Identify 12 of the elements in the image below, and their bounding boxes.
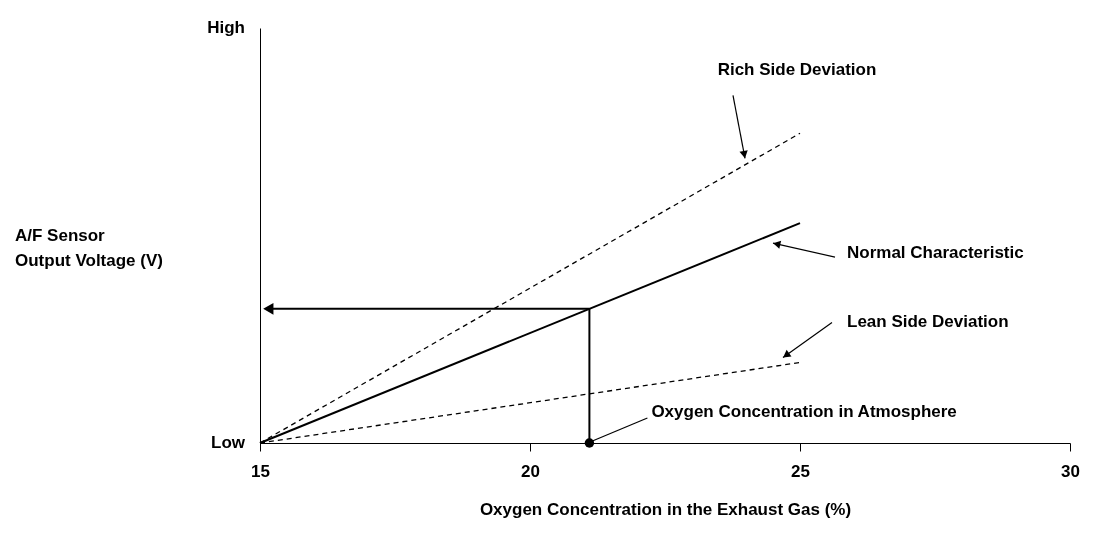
legend-label: Normal Characteristic	[847, 243, 1024, 263]
annotation: Oxygen Concentration in Atmosphere	[651, 402, 957, 421]
x-axis-title: Oxygen Concentration in the Exhaust Gas (%)	[479, 499, 852, 519]
text: Low	[211, 433, 246, 452]
text: Lean Side Deviation	[847, 312, 1009, 332]
x-tick-label: 15	[251, 461, 270, 481]
x-tick-label: 25	[791, 461, 810, 481]
x-tick-label: 30	[1061, 461, 1080, 481]
text: High	[207, 18, 245, 37]
text: A/F Sensor Output Voltage (V)	[15, 225, 163, 270]
x-tick-label: 20	[521, 461, 540, 481]
text: Rich Side Deviation	[717, 60, 877, 80]
